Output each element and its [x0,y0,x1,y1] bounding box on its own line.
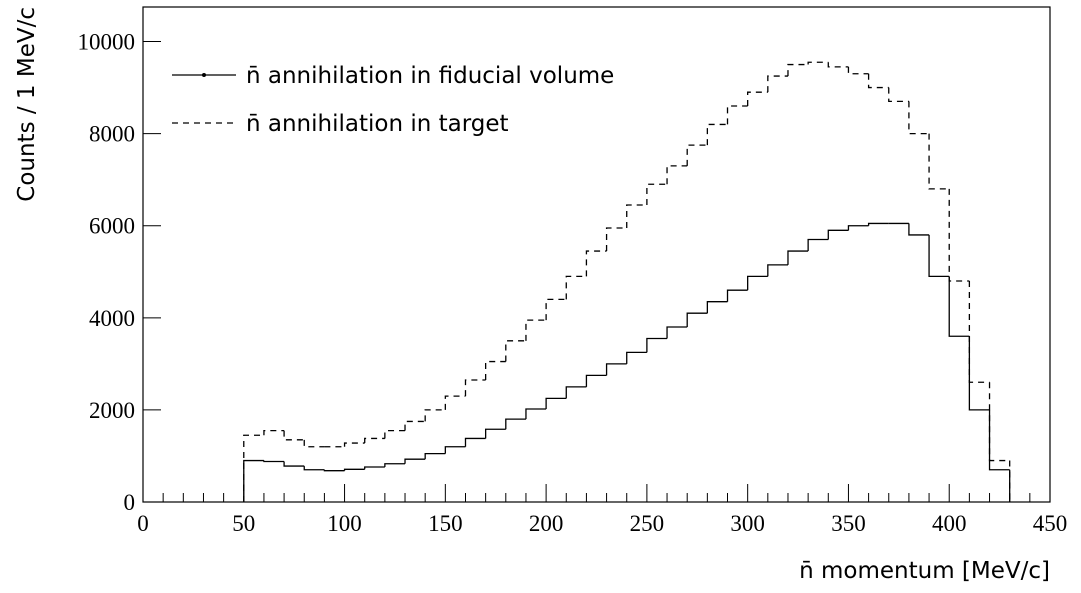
histogram-step [666,165,688,185]
histogram-step [968,280,990,383]
histogram-step [948,188,970,282]
histogram-step [928,234,950,278]
histogram-step [787,250,809,265]
histogram-step [404,458,426,464]
histogram-step [505,340,526,362]
histogram-step [646,337,668,353]
histogram-step [444,446,466,454]
histogram-step [928,133,950,190]
histogram-step [968,336,990,411]
histogram-step [908,101,930,135]
histogram-step [767,264,788,277]
legend-label: n̄ annihilation in target [246,111,509,137]
histogram-step [565,275,587,300]
histogram-step [444,395,466,410]
histogram-step [263,460,285,463]
x-axis-label: n̄ momentum [MeV/c] [799,558,1050,584]
histogram-step [525,408,547,420]
histogram-step [364,437,385,444]
histogram-step [626,204,647,229]
histogram-step [343,442,365,447]
x-tick-label: 300 [730,511,765,536]
histogram-step [404,420,426,431]
legend-label: n̄ annihilation in fiducial volume [246,63,614,89]
histogram-step [767,75,788,93]
histogram-step [565,386,587,399]
histogram-step [686,312,708,328]
histogram-step [243,459,264,502]
histogram-step [847,225,869,231]
histogram-step [283,430,305,441]
histogram-step [726,105,748,125]
x-tick-label: 250 [630,511,665,536]
x-tick-label: 450 [1033,511,1068,536]
histogram-step [827,62,849,68]
histogram-step [424,409,446,422]
histogram-step [646,183,668,205]
histogram-step [847,66,869,75]
histogram-step [585,374,607,387]
histogram-step [484,360,506,380]
histogram-step [867,222,889,226]
x-tick-label: 100 [327,511,362,536]
x-tick-label: 0 [137,511,149,536]
histogram-step [747,275,768,291]
histogram-step [605,227,627,252]
histogram-step [706,123,728,146]
histogram-step [505,418,526,430]
y-tick-label: 6000 [89,214,135,239]
plot-frame [142,6,1051,503]
legend-marker [202,73,206,77]
histogram-step [384,463,406,468]
histogram-step [343,468,365,471]
histogram-step [888,87,909,103]
histogram-step [303,439,325,448]
histogram-step [807,238,829,252]
histogram-step [726,289,748,302]
histogram-step [484,428,506,439]
x-tick-label: 50 [232,511,255,536]
histogram-step [948,276,970,337]
histogram-step [787,63,809,77]
histogram-step [605,363,627,376]
histogram-step [424,453,446,460]
histogram-step [908,223,930,236]
y-tick-label: 0 [124,490,136,515]
y-tick-label: 4000 [89,306,135,331]
histogram-step [303,466,325,471]
y-tick-label: 2000 [89,398,135,423]
histogram-step [626,351,647,364]
x-tick-label: 200 [529,511,564,536]
x-tick-label: 400 [932,511,967,536]
histogram-step [323,469,345,472]
histogram-step [243,434,264,502]
x-tick-label: 350 [831,511,866,536]
histogram-step [827,229,849,240]
histogram-step [807,61,829,65]
y-tick-label: 8000 [89,122,135,147]
histogram-step [585,250,607,277]
histogram-step [263,429,285,436]
histogram-step [545,298,567,321]
histogram-step [545,397,567,409]
x-tick-label: 150 [428,511,463,536]
histogram-step [706,301,728,314]
histogram-step [988,382,1010,462]
histogram-step [464,437,486,447]
y-tick-label: 10000 [78,30,136,55]
histogram-step [364,466,385,470]
histogram-step [686,144,708,166]
histogram-step [464,379,486,397]
histogram-step [666,326,688,339]
histogram-step [747,91,768,106]
y-axis-label: Counts / 1 MeV/c [14,7,40,202]
histogram-step [283,461,305,467]
histogram-step [867,73,889,89]
histogram-step [384,429,406,439]
histogram-step [525,319,547,341]
